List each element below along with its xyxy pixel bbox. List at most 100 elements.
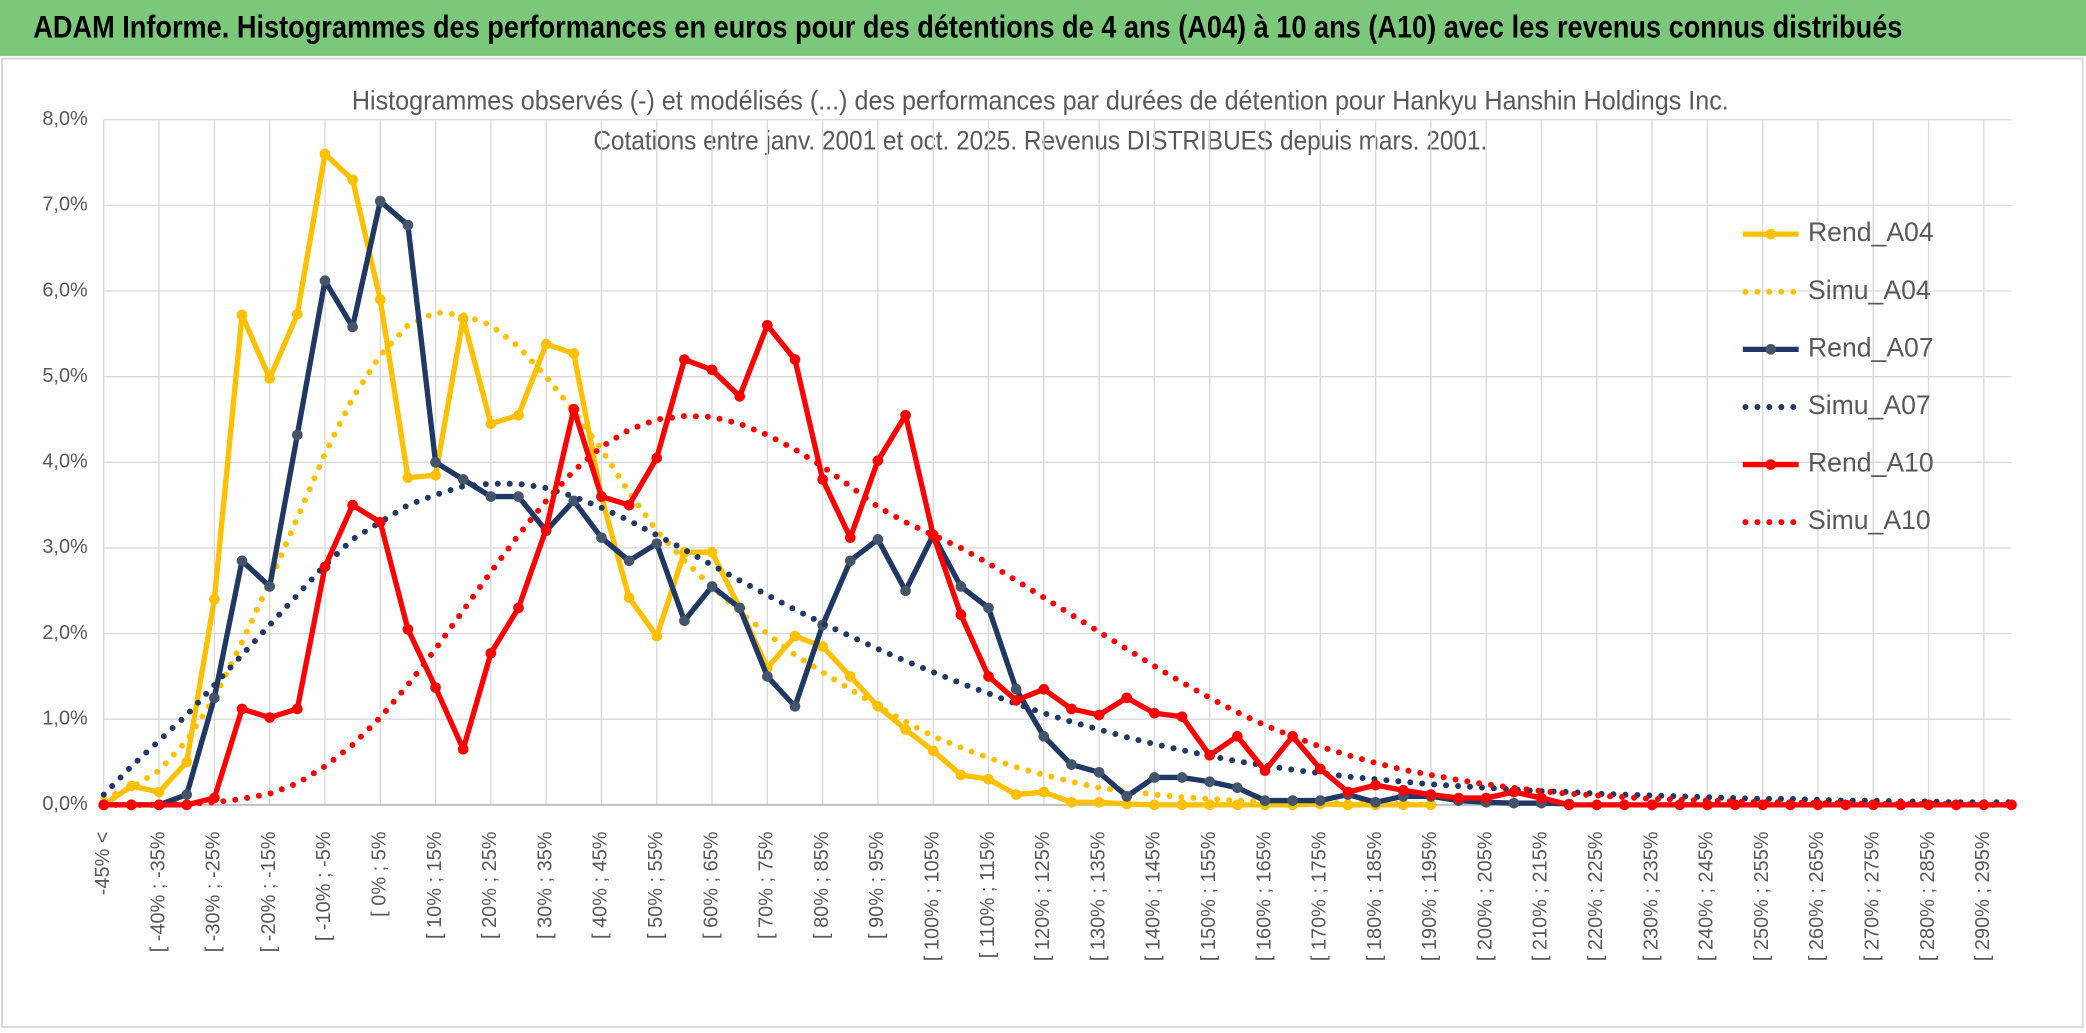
line-marker [817, 474, 828, 485]
line-marker [762, 319, 773, 331]
x-tick-label: [ 290% ; 295% [1972, 831, 1994, 961]
x-tick-label: [ 180% ; 185% [1364, 831, 1386, 961]
y-tick-label: 2,0% [42, 622, 88, 644]
line-marker [1066, 796, 1077, 808]
legend-label: Simu_A07 [1808, 390, 1931, 420]
line-marker [623, 555, 635, 567]
legend-marker [1765, 344, 1777, 355]
line-marker [347, 499, 358, 511]
line-marker [1397, 784, 1409, 796]
line-marker [291, 429, 303, 441]
x-tick-label: [ 50% ; 55% [645, 831, 667, 939]
line-marker [623, 592, 635, 603]
line-marker [1038, 786, 1050, 798]
x-tick-label: -45% < [92, 831, 114, 895]
line-marker [1314, 763, 1326, 775]
line-marker [236, 555, 248, 567]
chart-frame [0, 57, 2084, 1029]
legend-label: Rend_A04 [1808, 217, 1934, 247]
x-tick-label: [ 140% ; 145% [1143, 831, 1165, 961]
line-marker [983, 602, 994, 614]
legend-label: Rend_A07 [1808, 332, 1934, 362]
line-marker [955, 769, 967, 781]
line-marker [1232, 782, 1243, 794]
line-marker [900, 409, 911, 421]
y-tick-label: 5,0% [42, 365, 88, 387]
x-tick-label: [ 0% ; 5% [369, 831, 391, 917]
line-marker [789, 701, 801, 712]
line-marker [264, 581, 275, 592]
line-marker [1149, 772, 1160, 783]
x-tick-label: [ 240% ; 245% [1696, 831, 1718, 961]
line-marker [1563, 799, 1575, 811]
x-tick-label: [ 210% ; 215% [1530, 831, 1552, 961]
line-marker [1121, 692, 1133, 704]
line-marker [1121, 790, 1133, 802]
y-tick-label: 8,0% [42, 108, 88, 130]
line-marker [513, 491, 524, 502]
line-marker [209, 594, 220, 605]
line-marker [789, 354, 801, 365]
line-marker [1204, 776, 1216, 788]
x-tick-label: [ 260% ; 265% [1806, 831, 1828, 961]
line-marker [1038, 683, 1050, 695]
line-marker [955, 609, 967, 621]
line-marker [457, 743, 469, 755]
line-marker [1619, 799, 1630, 811]
line-marker [236, 309, 248, 321]
line-marker [1204, 749, 1216, 761]
line-marker [291, 308, 303, 320]
line-marker [1038, 731, 1050, 742]
x-tick-label: [ 220% ; 225% [1585, 831, 1607, 961]
line-marker [209, 692, 220, 704]
x-tick-label: [ 60% ; 65% [700, 831, 722, 939]
line-marker [817, 641, 828, 652]
x-tick-label: [ 30% ; 35% [534, 831, 556, 939]
line-marker [844, 555, 856, 567]
line-marker [1093, 709, 1105, 721]
line-marker [430, 682, 441, 693]
line-marker [1121, 798, 1133, 810]
x-tick-label: [ 280% ; 285% [1917, 831, 1939, 961]
x-tick-label: [ 130% ; 135% [1087, 831, 1109, 961]
header-bar [0, 0, 2086, 56]
line-marker [430, 456, 441, 468]
line-marker [1453, 792, 1464, 804]
line-marker [181, 756, 193, 768]
line-marker [1259, 795, 1271, 806]
line-marker [347, 321, 358, 333]
line-marker [1176, 799, 1188, 811]
y-tick-label: 7,0% [42, 194, 88, 216]
line-marker [900, 585, 911, 597]
x-tick-label: [ -30% ; -25% [203, 831, 225, 952]
line-marker [1425, 789, 1437, 800]
line-marker [181, 789, 193, 800]
y-tick-label: 4,0% [42, 451, 88, 473]
line-marker [596, 491, 607, 502]
line-series [100, 413, 2015, 808]
x-tick-label: [ 250% ; 255% [1751, 831, 1773, 961]
line-marker [402, 472, 414, 484]
line-marker [485, 647, 497, 659]
x-tick-label: [ 110% ; 115% [977, 831, 999, 958]
line-marker [872, 534, 884, 545]
x-tick-label: [ 80% ; 85% [811, 831, 833, 939]
line-marker [513, 602, 524, 614]
x-tick-label: [ 150% ; 155% [1198, 831, 1220, 961]
line-marker [789, 630, 801, 642]
line-marker [1149, 707, 1160, 719]
x-tick-label: [ 190% ; 195% [1419, 831, 1441, 961]
line-marker [844, 532, 856, 543]
legend-label: Simu_A10 [1808, 505, 1931, 535]
line-marker [402, 219, 414, 231]
line-marker [927, 745, 939, 757]
line-marker [319, 275, 331, 287]
line-marker [596, 532, 607, 543]
line-marker [291, 703, 303, 715]
line-marker [1149, 799, 1160, 811]
x-tick-label: [ 200% ; 205% [1474, 831, 1496, 961]
line-marker [706, 364, 718, 376]
line-marker [1204, 799, 1216, 811]
line-marker [1646, 799, 1658, 811]
